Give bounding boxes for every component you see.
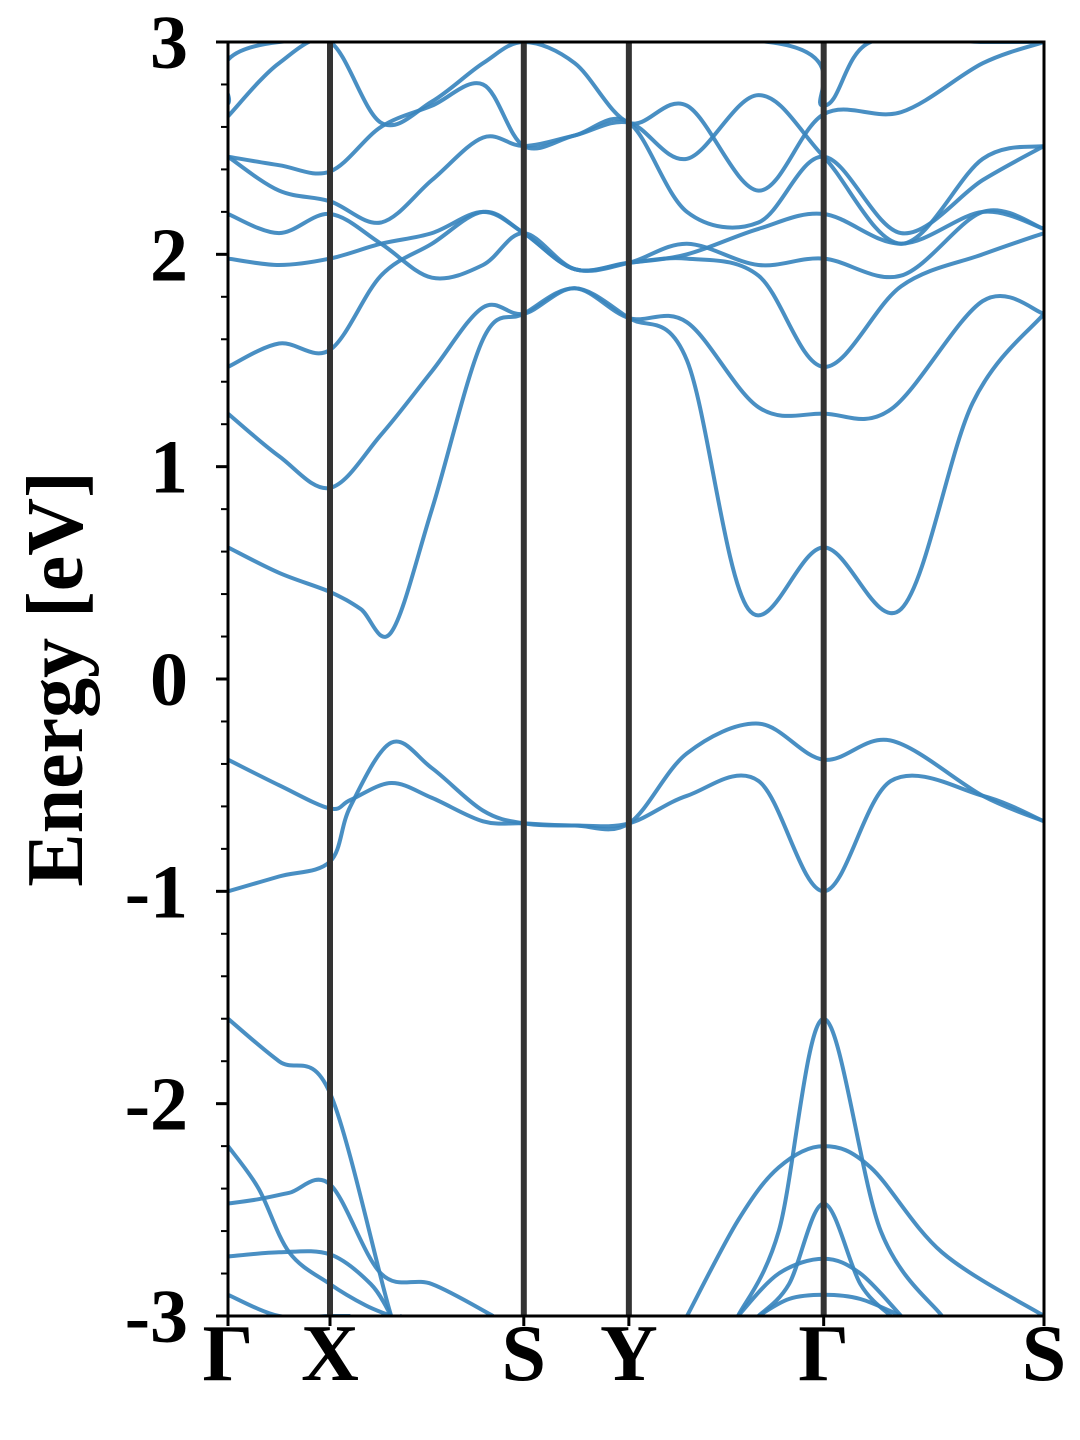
x-tick-label: S bbox=[502, 1310, 547, 1398]
band-line bbox=[736, 1016, 944, 1316]
band-line bbox=[228, 286, 1044, 491]
x-tick-label: Y bbox=[600, 1310, 658, 1398]
band-line bbox=[228, 42, 1044, 108]
band-line bbox=[228, 81, 1044, 246]
x-tick-label: Γ bbox=[798, 1310, 849, 1398]
band-line bbox=[228, 116, 1044, 236]
x-tick-label: Γ bbox=[203, 1310, 254, 1398]
band-line bbox=[228, 209, 1044, 281]
y-tick-label: 0 bbox=[150, 638, 188, 722]
y-tick-label: 2 bbox=[150, 213, 188, 297]
x-tick-label: S bbox=[1022, 1310, 1067, 1398]
band-line bbox=[228, 1144, 392, 1316]
band-series-group bbox=[228, 42, 1044, 1316]
band-line bbox=[228, 42, 1044, 193]
y-tick-label: 3 bbox=[150, 1, 188, 85]
y-tick-label: -1 bbox=[125, 850, 188, 934]
y-tick-label: -3 bbox=[125, 1275, 188, 1359]
x-tick-label: X bbox=[301, 1310, 359, 1398]
y-tick-label: -2 bbox=[125, 1063, 188, 1147]
y-tick-label: 1 bbox=[150, 426, 188, 510]
band-line bbox=[228, 1177, 495, 1316]
y-axis-label: Energy [eV] bbox=[12, 471, 100, 886]
band-line bbox=[228, 286, 1044, 639]
band-line bbox=[228, 721, 1044, 832]
band-line bbox=[228, 1292, 351, 1316]
band-line bbox=[228, 1017, 404, 1316]
high-symmetry-lines bbox=[327, 42, 827, 1316]
band-line bbox=[736, 1256, 903, 1316]
y-axis-ticks: -3 -2 -1 0 1 2 3 bbox=[125, 1, 228, 1359]
